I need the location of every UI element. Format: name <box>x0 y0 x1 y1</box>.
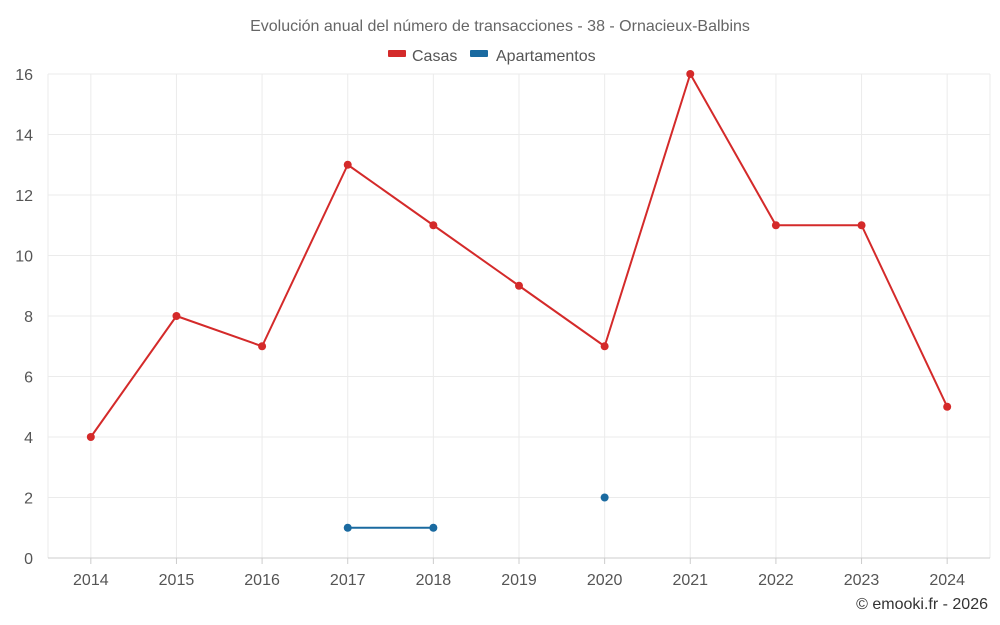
data-point-casas[interactable] <box>600 342 609 351</box>
data-point-casas[interactable] <box>515 281 523 290</box>
axes: 0 2 4 6 8 10 12 14 16 2014 2015 2016 2017 2018 2019 202… <box>15 67 990 589</box>
plot-area <box>86 70 952 532</box>
data-point-casas[interactable] <box>686 70 695 78</box>
data-point-apartamentos[interactable] <box>429 523 438 532</box>
x-tick-label: 2023 <box>844 572 880 589</box>
legend-item-casas[interactable]: Casas <box>388 48 457 65</box>
data-point-casas[interactable] <box>771 221 780 230</box>
x-tick-label: 2015 <box>159 572 195 589</box>
chart-title: Evolución anual del número de transaccio… <box>250 18 750 35</box>
x-tick-label: 2021 <box>672 572 708 589</box>
x-tick-label: 2019 <box>501 572 537 589</box>
data-point-casas[interactable] <box>86 433 95 441</box>
y-tick-label: 0 <box>24 551 33 568</box>
y-tick-label: 10 <box>15 249 33 266</box>
x-tick-label: 2018 <box>416 572 452 589</box>
x-tick-label: 2016 <box>244 572 280 589</box>
x-tick-label: 2024 <box>929 572 965 589</box>
legend-swatch-apartamentos <box>470 50 488 57</box>
y-tick-label: 8 <box>24 309 33 326</box>
legend-label-apartamentos: Apartamentos <box>496 48 596 65</box>
legend: Casas Apartamentos <box>388 48 596 65</box>
data-point-casas[interactable] <box>943 402 952 411</box>
data-point-casas[interactable] <box>857 221 866 230</box>
legend-label-casas: Casas <box>412 48 457 65</box>
y-tick-label: 14 <box>15 128 33 145</box>
legend-item-apartamentos[interactable]: Apartamentos <box>470 48 596 65</box>
y-tick-label: 4 <box>24 430 33 447</box>
x-tick-label: 2014 <box>73 572 109 589</box>
data-point-casas[interactable] <box>172 312 181 320</box>
grid <box>47 73 991 558</box>
y-tick-label: 2 <box>24 491 33 508</box>
data-point-apartamentos[interactable] <box>600 493 609 502</box>
credit-text: © emooki.fr - 2026 <box>856 596 988 613</box>
data-point-apartamentos[interactable] <box>343 523 352 532</box>
y-tick-label: 12 <box>15 188 33 205</box>
data-point-casas[interactable] <box>343 160 352 169</box>
data-point-casas[interactable] <box>429 221 438 230</box>
x-tick-label: 2017 <box>330 572 366 589</box>
data-point-casas[interactable] <box>258 342 267 351</box>
x-tick-label: 2020 <box>587 572 623 589</box>
y-tick-label: 6 <box>24 370 33 387</box>
x-tick-label: 2022 <box>758 572 794 589</box>
y-tick-label: 16 <box>15 67 33 84</box>
legend-swatch-casas <box>388 50 406 57</box>
